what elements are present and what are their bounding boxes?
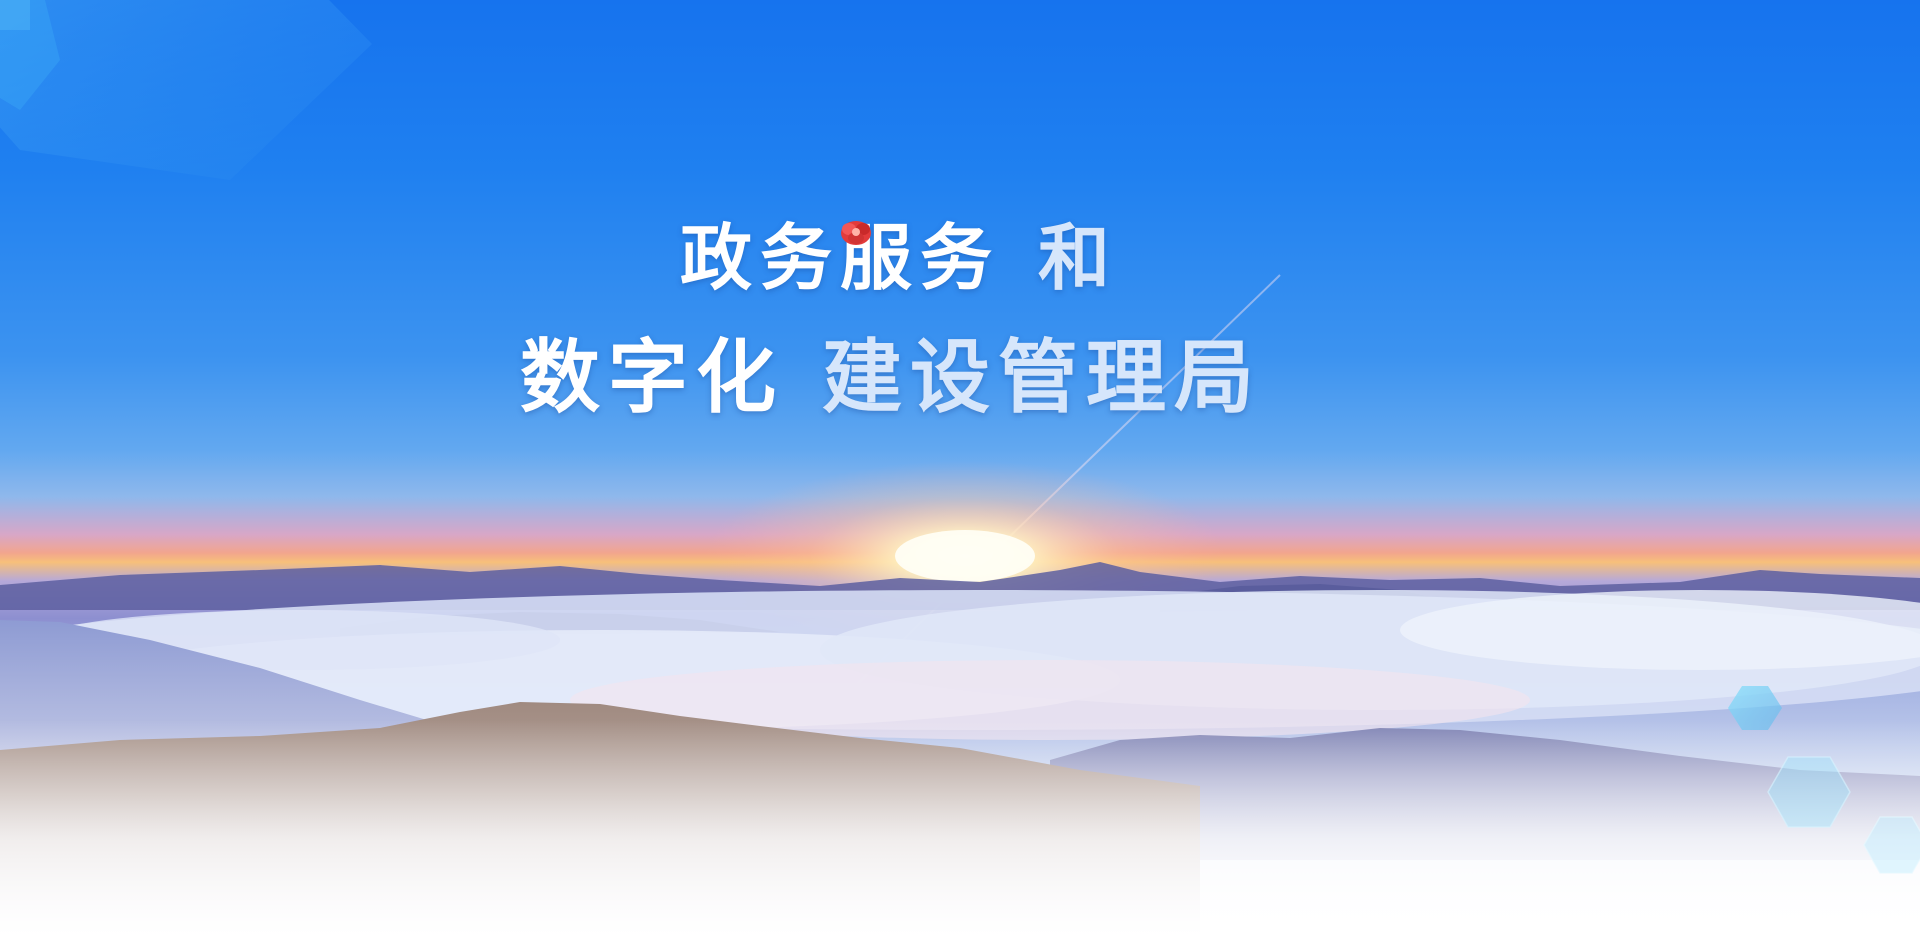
- hexagon-decoration-bottom-right: [1728, 686, 1920, 874]
- flower-icon: [841, 221, 871, 245]
- hexagon-decoration-top-left: [0, 0, 372, 180]
- bottom-fog: [0, 720, 1920, 937]
